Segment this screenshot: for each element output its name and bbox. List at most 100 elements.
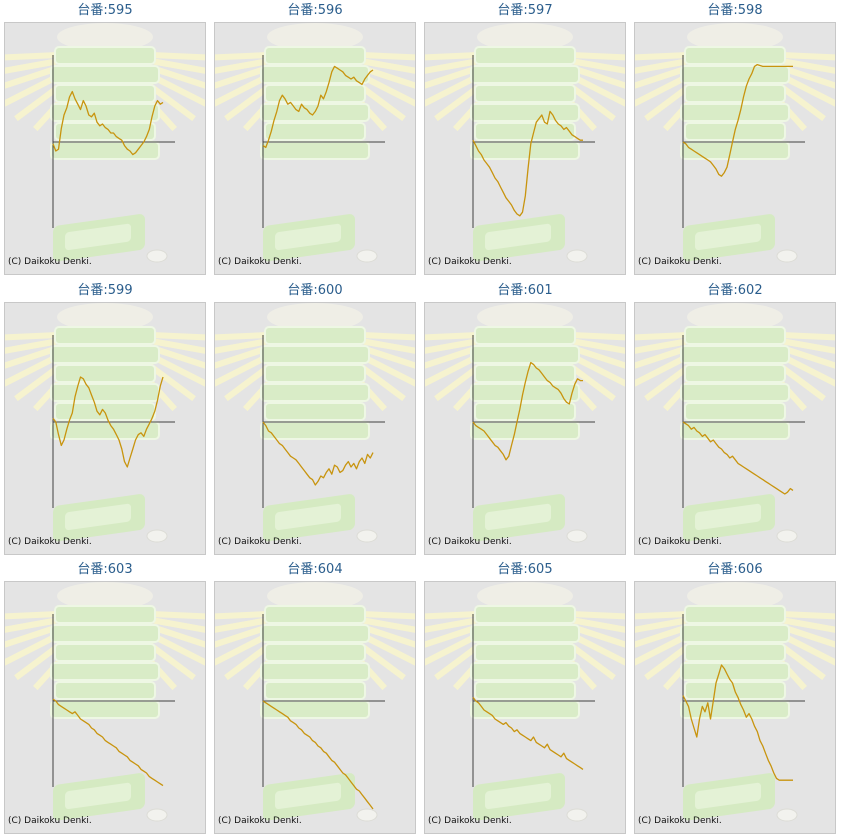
machine-number-link[interactable]: 台番:605 [497, 562, 553, 577]
background-tray-stack [50, 605, 160, 719]
graph-background-art [5, 303, 205, 543]
background-tray-stack [470, 46, 580, 160]
machine-number-link[interactable]: 台番:606 [707, 562, 763, 577]
slump-graph-panel[interactable]: (C) Daikoku Denki. [4, 302, 206, 555]
machine-number-link[interactable]: 台番:602 [707, 283, 763, 298]
machine-chart-card: 台番:601 (C) Daikoku Denki. [420, 280, 630, 560]
background-bottom-tray [683, 773, 775, 821]
slump-line-chart [682, 335, 805, 508]
background-coin [566, 529, 588, 543]
slump-line-chart [262, 335, 385, 508]
graph-background-art [215, 303, 415, 543]
background-coin [776, 529, 798, 543]
background-bottom-tray [473, 494, 565, 542]
slump-line-chart [52, 55, 175, 228]
machine-chart-card: 台番:600 (C) Daikoku Denki. [210, 280, 420, 560]
slump-graph-panel[interactable]: (C) Daikoku Denki. [634, 22, 836, 275]
background-bottom-tray [53, 773, 145, 821]
background-coin [776, 249, 798, 263]
background-coin [146, 529, 168, 543]
machine-number-link[interactable]: 台番:601 [497, 283, 553, 298]
background-bottom-tray [473, 214, 565, 262]
slump-series-line [52, 376, 164, 468]
machine-chart-card: 台番:602 (C) Daikoku Denki. [630, 280, 840, 560]
machine-number-link[interactable]: 台番:595 [77, 3, 133, 18]
background-dome [687, 582, 783, 610]
copyright-text: (C) Daikoku Denki. [218, 816, 302, 826]
slump-graph-panel[interactable]: (C) Daikoku Denki. [214, 22, 416, 275]
slump-graph-panel[interactable]: (C) Daikoku Denki. [424, 302, 626, 555]
background-dome [267, 303, 363, 331]
background-bottom-tray [53, 214, 145, 262]
slump-line-chart [682, 614, 805, 787]
machine-chart-card: 台番:606 (C) Daikoku Denki. [630, 559, 840, 839]
background-coin [146, 249, 168, 263]
slump-graph-panel[interactable]: (C) Daikoku Denki. [214, 581, 416, 834]
background-bottom-tray [263, 494, 355, 542]
graph-background-art [635, 582, 835, 822]
machine-number-link[interactable]: 台番:596 [287, 3, 343, 18]
background-dome [687, 23, 783, 51]
background-coin [566, 808, 588, 822]
slump-series-line [262, 700, 374, 810]
background-coin [356, 808, 378, 822]
background-dome [57, 23, 153, 51]
background-bottom-tray [263, 214, 355, 262]
background-coin [146, 808, 168, 822]
copyright-text: (C) Daikoku Denki. [428, 257, 512, 267]
background-dome [687, 303, 783, 331]
background-coin [356, 529, 378, 543]
slump-series-line [262, 421, 374, 486]
slump-series-line [682, 664, 793, 781]
slump-line-chart [262, 614, 385, 810]
graph-background-art [635, 303, 835, 543]
copyright-text: (C) Daikoku Denki. [218, 537, 302, 547]
background-tray-stack [260, 605, 370, 719]
machine-chart-card: 台番:595 (C) Daikoku Denki. [0, 0, 210, 280]
copyright-text: (C) Daikoku Denki. [8, 257, 92, 267]
slump-series-line [52, 90, 164, 156]
slump-line-chart [262, 55, 385, 228]
machine-number-link[interactable]: 台番:598 [707, 3, 763, 18]
background-tray-stack [470, 605, 580, 719]
background-coin [566, 249, 588, 263]
slump-graph-panel[interactable]: (C) Daikoku Denki. [214, 302, 416, 555]
slump-graph-panel[interactable]: (C) Daikoku Denki. [4, 22, 206, 275]
background-dome [57, 582, 153, 610]
slump-graph-panel[interactable]: (C) Daikoku Denki. [634, 302, 836, 555]
background-dome [477, 23, 573, 51]
copyright-text: (C) Daikoku Denki. [428, 816, 512, 826]
background-bottom-tray [473, 773, 565, 821]
machine-chart-card: 台番:604 (C) Daikoku Denki. [210, 559, 420, 839]
copyright-text: (C) Daikoku Denki. [638, 816, 722, 826]
slump-series-line [472, 697, 584, 770]
machine-number-link[interactable]: 台番:600 [287, 283, 343, 298]
slump-graph-panel[interactable]: (C) Daikoku Denki. [634, 581, 836, 834]
machine-chart-card: 台番:596 (C) Daikoku Denki. [210, 0, 420, 280]
slump-line-chart [682, 55, 805, 228]
graph-background-art [215, 582, 415, 822]
background-dome [477, 303, 573, 331]
graph-background-art [425, 582, 625, 822]
slump-graph-panel[interactable]: (C) Daikoku Denki. [4, 581, 206, 834]
slump-series-line [472, 361, 583, 461]
slump-line-chart [52, 614, 175, 787]
copyright-text: (C) Daikoku Denki. [8, 537, 92, 547]
slump-graph-panel[interactable]: (C) Daikoku Denki. [424, 581, 626, 834]
machine-number-link[interactable]: 台番:604 [287, 562, 343, 577]
slump-line-chart [472, 335, 595, 508]
graph-background-art [635, 23, 835, 263]
machine-number-link[interactable]: 台番:599 [77, 283, 133, 298]
machine-number-link[interactable]: 台番:597 [497, 3, 553, 18]
slump-series-line [682, 421, 794, 495]
background-coin [776, 808, 798, 822]
background-tray-stack [680, 326, 790, 440]
background-dome [267, 582, 363, 610]
slump-series-line [472, 110, 583, 217]
copyright-text: (C) Daikoku Denki. [638, 537, 722, 547]
machine-number-link[interactable]: 台番:603 [77, 562, 133, 577]
slump-graph-panel[interactable]: (C) Daikoku Denki. [424, 22, 626, 275]
slump-series-line [52, 698, 164, 787]
background-bottom-tray [683, 214, 775, 262]
slump-line-chart [52, 335, 175, 508]
